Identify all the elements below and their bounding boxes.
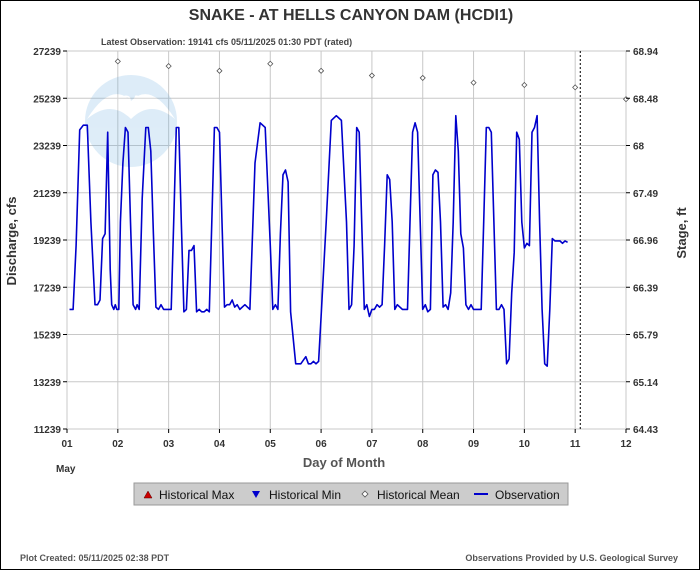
left-tick-label: 25239	[33, 94, 61, 105]
x-tick-label: 11	[570, 439, 581, 450]
up-triangle-icon	[143, 490, 153, 499]
noaa-logo-gull	[87, 94, 175, 119]
legend-label-observation: Observation	[495, 488, 560, 502]
historical-mean-point	[572, 84, 579, 91]
right-tick-label: 68	[633, 142, 645, 153]
left-tick-label: 23239	[33, 142, 61, 153]
legend: Historical Max Historical Min Historical…	[133, 482, 569, 506]
diamond-icon	[361, 490, 369, 498]
plot-created: Plot Created: 05/11/2025 02:38 PDT	[20, 553, 170, 563]
legend-item-historical-mean: Historical Mean	[361, 488, 460, 502]
chart-title: SNAKE - AT HELLS CANYON DAM (HCDI1)	[189, 7, 513, 24]
noaa-logo-text: NOAA	[110, 92, 151, 108]
historical-mean-point	[114, 58, 121, 65]
x-tick-label: 05	[265, 439, 277, 450]
historical-mean-point	[470, 79, 477, 86]
right-tick-label: 66.39	[633, 283, 658, 294]
right-tick-label: 64.43	[633, 425, 658, 436]
left-tick-label: 19239	[33, 236, 61, 247]
legend-item-historical-max: Historical Max	[143, 488, 234, 502]
noaa-logo: NOAA	[85, 75, 177, 167]
x-tick-label: 08	[417, 439, 429, 450]
latest-observation: Latest Observation: 19141 cfs 05/11/2025…	[101, 37, 352, 47]
x-tick-label: 09	[468, 439, 480, 450]
observation-series-line	[69, 114, 568, 367]
x-axis-label: Day of Month	[303, 455, 385, 470]
x-tick-label: 12	[620, 439, 632, 450]
x-axis-sublabel: May	[56, 464, 76, 475]
right-tick-label: 68.48	[633, 94, 658, 105]
legend-box	[133, 482, 569, 506]
left-tick-label: 15239	[33, 331, 61, 342]
left-axis-ticks: 11239 13239 15239 17239 19239 21239 23239 25239…	[33, 47, 67, 436]
noaa-logo-circle	[85, 75, 177, 167]
x-tick-label: 02	[112, 439, 124, 450]
right-tick-label: 65.79	[633, 331, 658, 342]
legend-item-historical-min: Historical Min	[252, 488, 341, 502]
historical-mean-point	[318, 67, 325, 74]
historical-mean-markers	[114, 58, 630, 103]
left-tick-label: 21239	[33, 189, 61, 200]
x-tick-label: 10	[519, 439, 531, 450]
legend-item-observation: Observation	[474, 488, 560, 502]
y-axis-label-left: Discharge, cfs	[4, 197, 19, 286]
left-tick-label: 13239	[33, 378, 61, 389]
x-tick-label: 01	[61, 439, 73, 450]
historical-mean-point	[267, 60, 274, 67]
x-tick-label: 03	[163, 439, 175, 450]
historical-mean-point	[521, 81, 528, 89]
x-axis-ticks: 01 02 03 04 05 06 07 08 09 10 11 12	[61, 429, 632, 450]
left-tick-label: 11239	[34, 425, 62, 436]
historical-mean-point	[419, 74, 426, 81]
y-axis-label-right: Stage, ft	[674, 207, 689, 259]
x-tick-label: 06	[316, 439, 328, 450]
legend-label-historical-min: Historical Min	[269, 488, 341, 502]
historical-mean-point	[216, 67, 223, 74]
right-tick-label: 67.49	[633, 189, 658, 200]
x-tick-label: 07	[366, 439, 378, 450]
right-axis-ticks: 64.43 65.14 65.79 66.39 66.96 67.49 68 68.48 68.…	[626, 47, 658, 436]
historical-mean-point	[165, 63, 172, 70]
right-tick-label: 66.96	[633, 236, 658, 247]
data-provider: Observations Provided by U.S. Geological…	[465, 553, 678, 563]
historical-mean-point	[368, 72, 375, 79]
left-tick-label: 17239	[33, 283, 61, 294]
left-tick-label: 27239	[33, 47, 61, 58]
legend-label-historical-mean: Historical Mean	[377, 488, 460, 502]
legend-label-historical-max: Historical Max	[159, 488, 234, 502]
x-tick-label: 04	[214, 439, 226, 450]
right-tick-label: 68.94	[633, 47, 658, 58]
right-tick-label: 65.14	[633, 378, 658, 389]
down-triangle-icon	[252, 491, 260, 498]
